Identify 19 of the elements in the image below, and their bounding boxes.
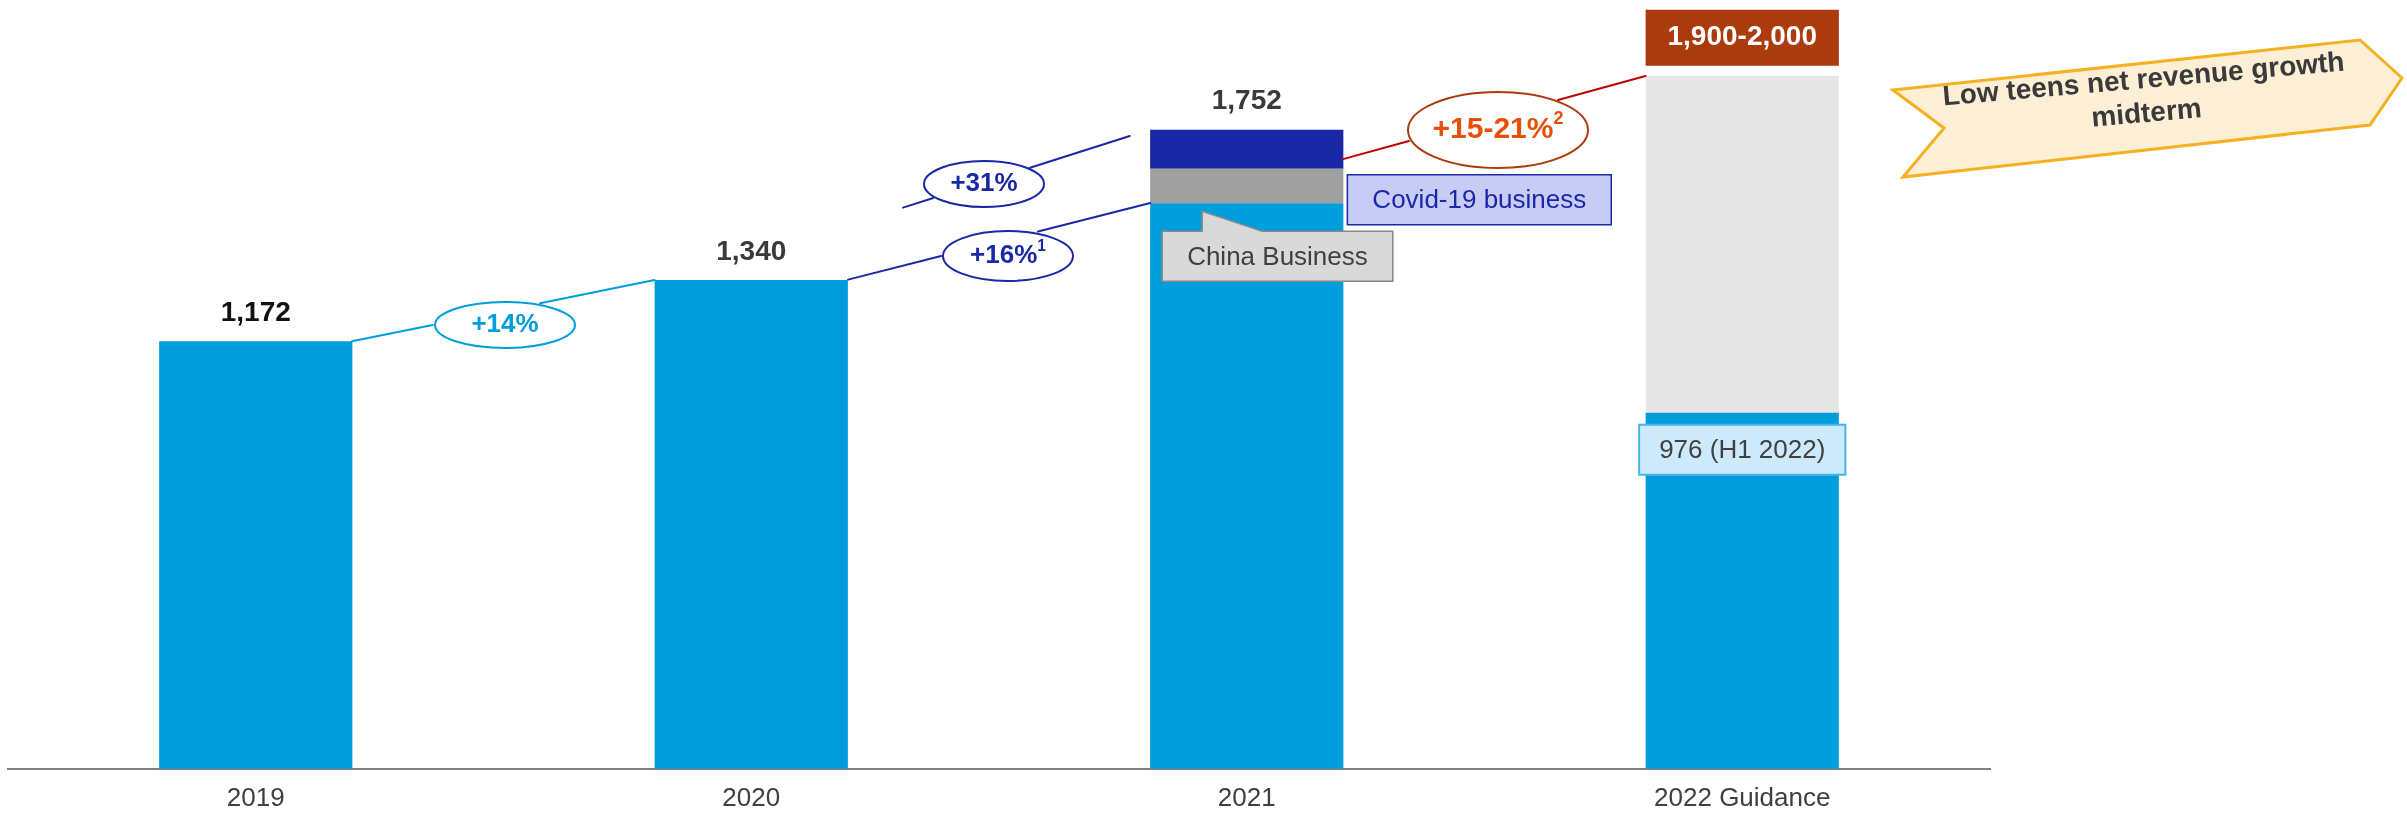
data-label: 1,340 <box>716 234 787 266</box>
x-tick-label: 2022 Guidance <box>1654 781 1831 812</box>
total-label: 1,752 <box>1211 84 1282 116</box>
x-tick-label: 2019 <box>226 781 285 812</box>
annotation: +31% <box>950 167 1018 198</box>
series-label: China Business <box>1187 240 1368 271</box>
bar <box>1150 168 1344 204</box>
data-label: 1,172 <box>220 295 291 327</box>
annotation: +14% <box>471 308 539 339</box>
bar <box>654 279 848 769</box>
total-label: 1,900-2,000 <box>1667 20 1817 52</box>
bar <box>1150 129 1344 169</box>
series-label: Covid-19 business <box>1372 183 1587 214</box>
bar <box>159 341 353 769</box>
x-tick-label: 2021 <box>1217 781 1276 812</box>
annotation: Low teens net revenue growth midterm <box>1940 44 2347 135</box>
data-label: 976 (H1 2022) <box>1659 433 1826 464</box>
bar <box>1645 75 1839 413</box>
x-tick-label: 2020 <box>722 781 781 812</box>
